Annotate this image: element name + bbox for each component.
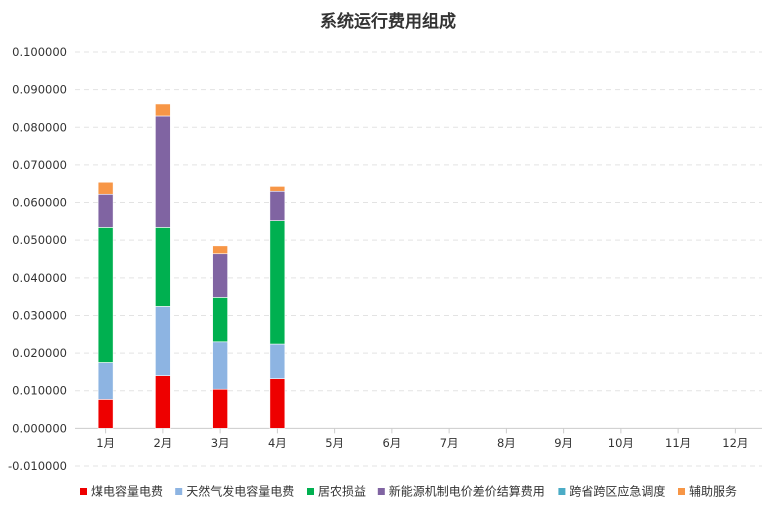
y-tick-label: 0.100000 [12, 45, 67, 59]
legend-swatch[interactable] [175, 488, 183, 495]
y-tick-label: 0.070000 [12, 158, 67, 172]
legend[interactable]: 煤电容量电费 天然气发电容量电费 居农损益 新能源机制电价差价结算费用 跨省跨区应急调度… [80, 484, 737, 499]
bar-segment[interactable] [212, 297, 228, 343]
y-tick-label: 0.040000 [12, 271, 67, 285]
bar-segment[interactable] [269, 378, 286, 429]
bar-segment[interactable] [212, 245, 228, 255]
legend-label[interactable]: 居农损益 [318, 485, 366, 499]
y-tick-label: 0.080000 [12, 120, 67, 134]
bar-segment[interactable] [97, 399, 114, 429]
bar-segment[interactable] [97, 181, 114, 195]
x-tick-label: 12月 [722, 436, 748, 450]
y-tick-label: 0.020000 [12, 346, 67, 360]
bars [97, 103, 286, 429]
x-tick-label: 4月 [268, 436, 287, 450]
bar-segment[interactable] [155, 103, 171, 117]
bar-segment[interactable] [155, 115, 171, 228]
legend-label[interactable]: 辅助服务 [689, 484, 737, 499]
bar-segment[interactable] [155, 227, 171, 307]
x-tick-label: 5月 [325, 436, 344, 450]
bar-segment[interactable] [212, 388, 228, 429]
x-tick-label: 11月 [665, 436, 691, 450]
legend-swatch[interactable] [80, 488, 87, 495]
bar-segment[interactable] [269, 186, 286, 192]
legend-label[interactable]: 新能源机制电价差价结算费用 [389, 484, 545, 499]
x-tick-label: 7月 [440, 436, 459, 450]
bar-segment[interactable] [155, 306, 171, 376]
x-tick-label: 9月 [554, 436, 573, 450]
gridlines [75, 51, 762, 467]
x-tick-label: 8月 [497, 436, 516, 450]
legend-swatch[interactable] [558, 488, 566, 495]
bar-segment[interactable] [212, 253, 228, 298]
bar-segment[interactable] [212, 341, 228, 390]
y-tick-label: 0.090000 [12, 83, 67, 97]
x-axis: 1月 2月 3月 4月 5月 6月 7月 8月 9月 10月 11月 12月 [96, 428, 748, 450]
legend-label[interactable]: 跨省跨区应急调度 [569, 484, 665, 499]
y-axis: -0.010000 0.000000 0.010000 0.020000 0.03000… [8, 45, 67, 473]
bar-segment[interactable] [97, 227, 114, 363]
x-tick-label: 3月 [211, 436, 230, 450]
bar-segment[interactable] [155, 375, 171, 429]
legend-swatch[interactable] [307, 488, 314, 495]
bar-segment[interactable] [269, 343, 286, 379]
legend-swatch[interactable] [678, 488, 685, 495]
legend-label[interactable]: 天然气发电容量电费 [186, 484, 294, 499]
y-tick-label: -0.010000 [8, 459, 67, 473]
x-tick-label: 10月 [608, 436, 634, 450]
y-tick-label: 0.010000 [12, 384, 67, 398]
bar-segment[interactable] [97, 193, 114, 228]
legend-label[interactable]: 煤电容量电费 [91, 484, 163, 499]
bar-segment[interactable] [269, 190, 286, 221]
chart-title: 系统运行费用组成 [320, 11, 456, 32]
y-tick-label: 0.000000 [12, 421, 67, 435]
y-tick-label: 0.030000 [12, 308, 67, 322]
bar-segment[interactable] [269, 220, 286, 345]
x-tick-label: 2月 [153, 436, 172, 450]
y-tick-label: 0.060000 [12, 196, 67, 210]
x-tick-label: 1月 [96, 436, 115, 450]
y-tick-label: 0.050000 [12, 233, 67, 247]
x-tick-label: 6月 [382, 436, 401, 450]
legend-swatch[interactable] [377, 488, 385, 495]
bar-segment[interactable] [97, 362, 114, 400]
